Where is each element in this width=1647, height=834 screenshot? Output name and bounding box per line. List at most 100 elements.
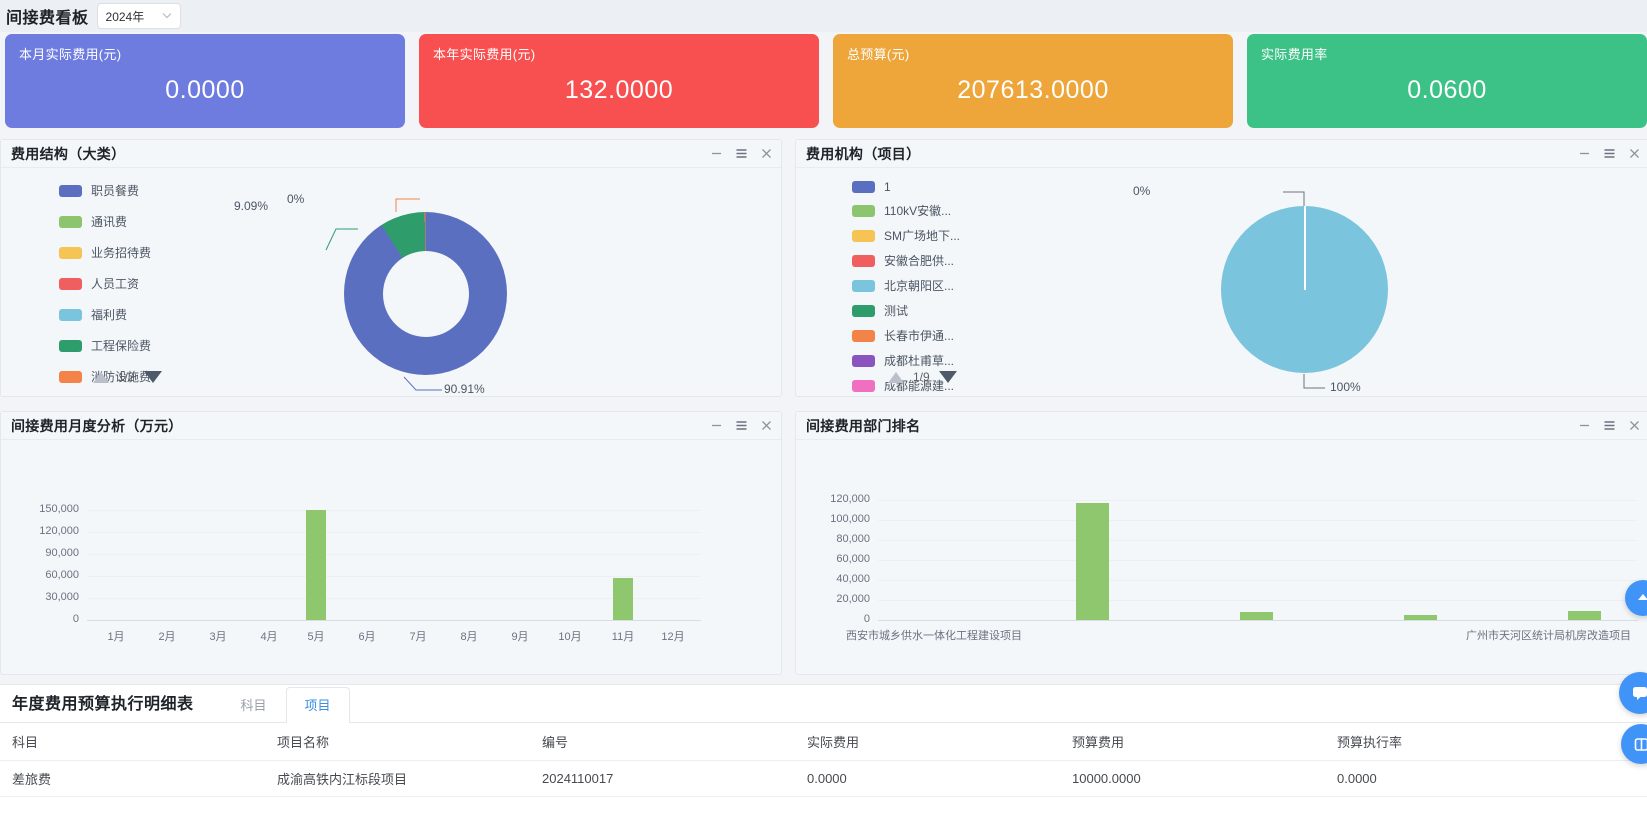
menu-icon[interactable] xyxy=(735,147,748,160)
tab-subject[interactable]: 科目 xyxy=(240,698,267,713)
minimize-icon[interactable] xyxy=(710,147,723,160)
legend-item[interactable]: 110kV安徽... xyxy=(852,202,960,219)
legend-item[interactable]: 北京朝阳区... xyxy=(852,277,960,294)
pie-chart-expense-org: 0% 100% xyxy=(1133,184,1388,394)
bar[interactable] xyxy=(306,510,326,620)
tab-project[interactable]: 项目 xyxy=(285,687,350,723)
close-icon[interactable] xyxy=(760,419,773,432)
panel-body: 1 110kV安徽... SM广场地下... 安徽合肥供... 北京朝阳区... xyxy=(796,168,1647,396)
menu-icon[interactable] xyxy=(1603,147,1616,160)
cell-number: 2024110017 xyxy=(542,771,614,786)
legend-page-up-icon[interactable] xyxy=(93,371,109,383)
panel-title: 间接费用部门排名 xyxy=(806,417,921,434)
cell-budget-rate: 0.0000 xyxy=(1337,771,1377,786)
bar[interactable] xyxy=(613,578,633,620)
menu-icon[interactable] xyxy=(1603,419,1616,432)
legend-page-up-icon[interactable] xyxy=(888,371,904,383)
panel-header: 间接费用月度分析（万元） xyxy=(1,412,781,440)
legend-item[interactable]: 成都能源建... xyxy=(852,377,960,394)
legend-expense-org: 1 110kV安徽... SM广场地下... 安徽合肥供... 北京朝阳区... xyxy=(852,180,960,394)
legend-item[interactable]: 安徽合肥供... xyxy=(852,252,960,269)
legend-label: 人员工资 xyxy=(91,277,140,291)
donut-leader-lines xyxy=(325,198,442,391)
table-column-headers: 科目 项目名称 编号 实际费用 预算费用 预算执行率 xyxy=(0,723,1647,761)
gridline xyxy=(87,532,701,533)
side-tool-fab[interactable] xyxy=(1621,724,1647,764)
donut-chart-expense-structure: 9.09% 0% 90.91% xyxy=(234,192,507,396)
legend-item[interactable]: 成都杜甫草... xyxy=(852,352,960,369)
panel-body: 120,000 100,000 80,000 60,000 40,000 20,… xyxy=(796,440,1647,674)
y-axis-tick: 150,000 xyxy=(39,503,79,515)
y-axis-tick: 60,000 xyxy=(45,569,79,581)
legend-item[interactable]: 职员餐费 xyxy=(59,182,151,199)
table-header-bar: 年度费用预算执行明细表 科目 项目 xyxy=(0,685,1647,723)
minimize-icon[interactable] xyxy=(710,419,723,432)
legend-item[interactable]: 业务招待费 xyxy=(59,244,151,261)
x-axis-tick: 12月 xyxy=(661,631,685,643)
bar[interactable] xyxy=(1568,611,1601,620)
x-axis-tick: 广州市天河区统计局机房改造项目 xyxy=(1466,630,1631,642)
column-header: 实际费用 xyxy=(807,735,860,750)
legend-label: SM广场地下... xyxy=(884,229,961,243)
axis-baseline xyxy=(878,620,1638,621)
y-axis-tick: 90,000 xyxy=(45,547,79,559)
table-row[interactable]: 差旅费 成渝高铁内江标段项目 2024110017 0.0000 10000.0… xyxy=(0,761,1647,797)
legend-swatch xyxy=(59,215,82,228)
y-axis-tick: 30,000 xyxy=(45,591,79,603)
panel-tools xyxy=(710,419,773,432)
legend-label: 安徽合肥供... xyxy=(884,254,955,268)
gridline xyxy=(87,598,701,599)
close-icon[interactable] xyxy=(760,147,773,160)
panel-body: 职员餐费 通讯费 业务招待费 人员工资 福利费 xyxy=(1,168,781,396)
x-axis-tick: 1月 xyxy=(107,631,125,643)
year-select[interactable]: 2024年 xyxy=(96,3,181,29)
legend-label: 通讯费 xyxy=(91,215,128,229)
legend-item[interactable]: 通讯费 xyxy=(59,213,151,230)
close-icon[interactable] xyxy=(1628,147,1641,160)
legend-label: 成都杜甫草... xyxy=(884,354,955,368)
legend-swatch xyxy=(852,354,875,367)
y-axis-tick: 0 xyxy=(863,613,870,625)
legend-label: 北京朝阳区... xyxy=(884,279,955,293)
minimize-icon[interactable] xyxy=(1578,147,1591,160)
gridline xyxy=(87,510,701,511)
gridline xyxy=(878,540,1638,541)
bar[interactable] xyxy=(1240,612,1273,620)
menu-icon[interactable] xyxy=(735,419,748,432)
legend-swatch xyxy=(852,329,875,342)
x-axis-tick: 9月 xyxy=(511,631,529,643)
legend-label: 职员餐费 xyxy=(91,184,140,198)
legend-item[interactable]: 工程保险费 xyxy=(59,337,151,354)
chat-fab[interactable] xyxy=(1619,672,1647,714)
panel-header: 费用机构（项目） xyxy=(796,140,1647,168)
column-header: 预算执行率 xyxy=(1337,735,1403,750)
donut-ring[interactable] xyxy=(344,212,507,375)
cell-budget-cost: 10000.0000 xyxy=(1072,771,1141,786)
legend-swatch xyxy=(852,379,875,392)
legend-item[interactable]: 长春市伊通... xyxy=(852,327,960,344)
legend-page-down-icon[interactable] xyxy=(938,371,957,383)
bar[interactable] xyxy=(1076,503,1109,620)
minimize-icon[interactable] xyxy=(1578,419,1591,432)
x-axis-tick: 3月 xyxy=(209,631,227,643)
close-icon[interactable] xyxy=(1628,419,1641,432)
legend-swatch xyxy=(59,277,82,290)
y-axis-tick: 100,000 xyxy=(830,513,870,525)
legend-item[interactable]: SM广场地下... xyxy=(852,227,960,244)
legend-item[interactable]: 人员工资 xyxy=(59,275,151,292)
legend-swatch xyxy=(59,370,82,383)
legend-item[interactable]: 1 xyxy=(852,180,960,194)
legend-page-down-icon[interactable] xyxy=(143,371,162,383)
legend-expense-structure: 职员餐费 通讯费 业务招待费 人员工资 福利费 xyxy=(59,182,151,385)
bar-chart-monthly: 150,000 120,000 90,000 60,000 30,000 0 1… xyxy=(1,440,781,674)
donut-slice-label: 90.91% xyxy=(444,382,485,396)
legend-swatch xyxy=(852,229,875,242)
column-header: 项目名称 xyxy=(277,735,330,750)
bar[interactable] xyxy=(1404,615,1437,620)
legend-item[interactable]: 测试 xyxy=(852,302,960,319)
scroll-top-fab[interactable] xyxy=(1625,580,1647,616)
kpi-label: 实际费用率 xyxy=(1261,47,1328,62)
legend-swatch xyxy=(59,339,82,352)
legend-item[interactable]: 福利费 xyxy=(59,306,151,323)
kpi-value: 132.0000 xyxy=(564,76,674,104)
